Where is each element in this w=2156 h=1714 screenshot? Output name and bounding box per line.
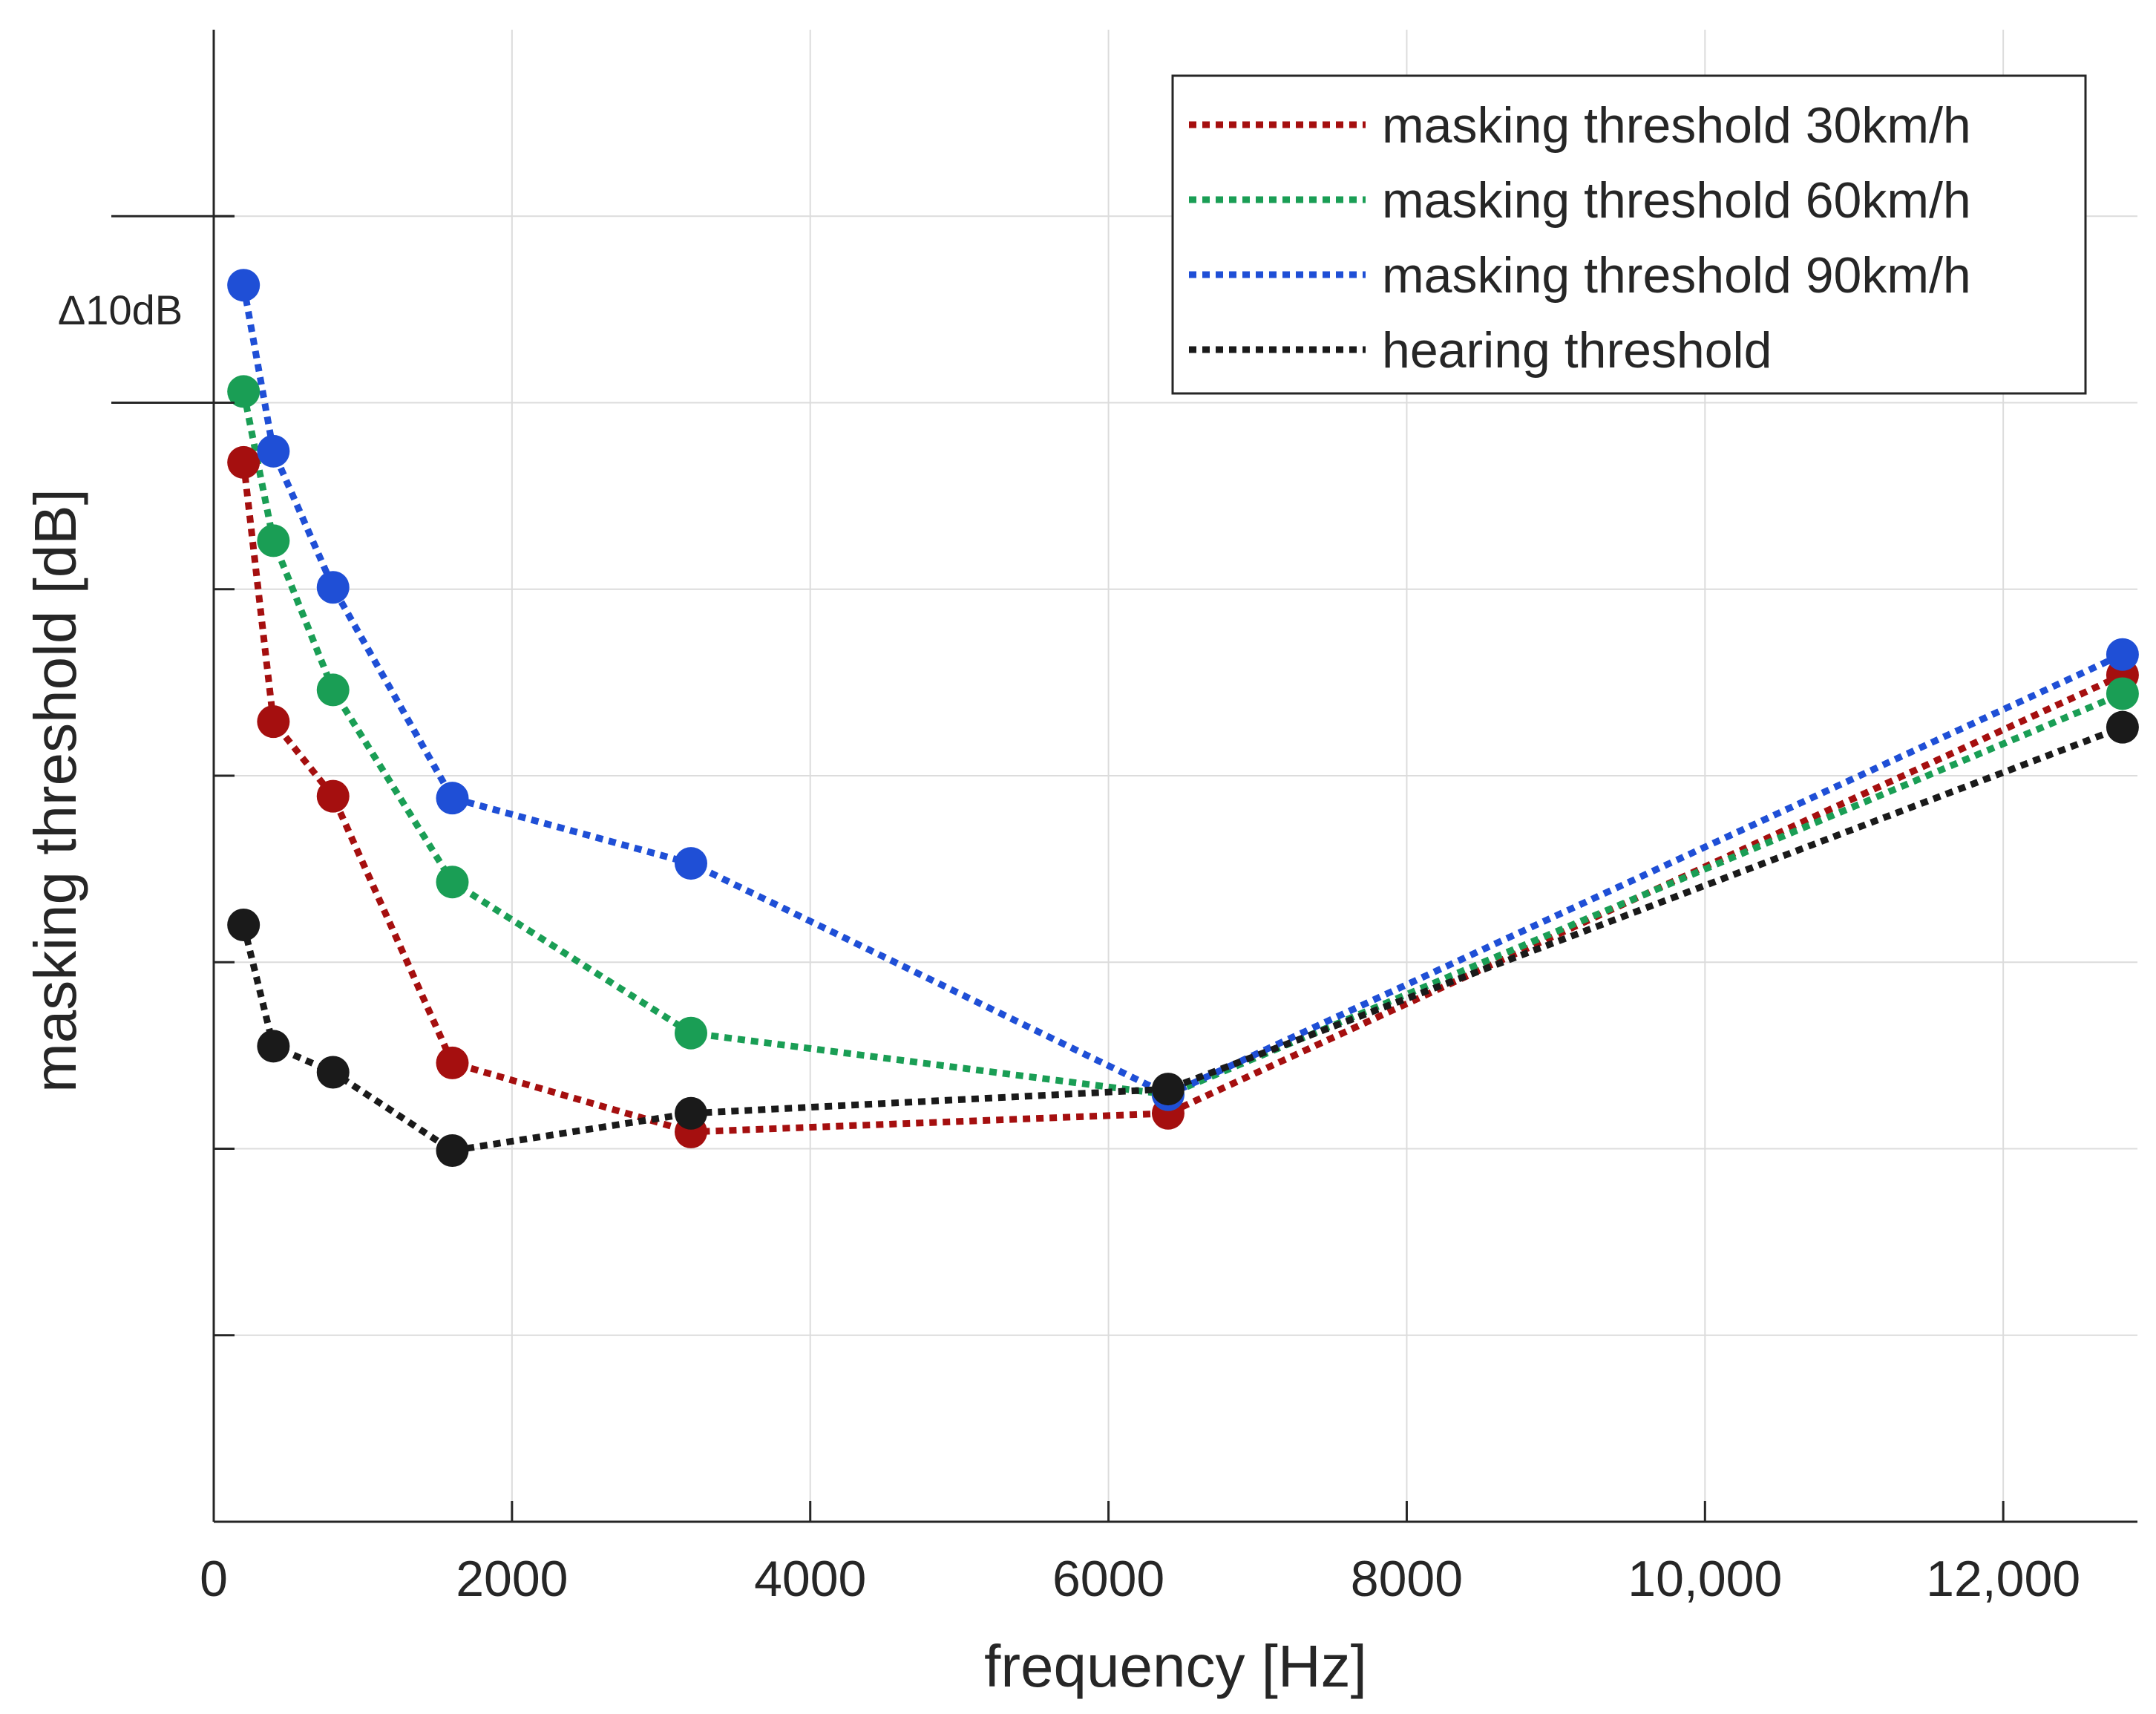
data-point: [436, 782, 469, 815]
legend-label: masking threshold 30km/h: [1382, 97, 1971, 154]
delta-annotation: Δ10dB: [58, 215, 235, 404]
data-point: [2106, 677, 2139, 710]
x-tick-labels: 0 2000 4000 6000 8000 10,000 12,000: [200, 1551, 2080, 1607]
data-point: [436, 1046, 469, 1079]
data-point: [257, 434, 290, 468]
data-point: [436, 1134, 469, 1168]
x-tick-label: 6000: [1052, 1551, 1164, 1607]
data-point: [2106, 638, 2139, 671]
data-point: [257, 1030, 290, 1063]
data-point: [674, 847, 707, 880]
data-point: [436, 866, 469, 899]
data-point: [227, 269, 261, 302]
series-line: [240, 462, 2124, 1136]
data-point: [316, 673, 350, 707]
data-point: [227, 445, 261, 479]
data-point: [227, 909, 261, 941]
legend-box: [1171, 74, 2087, 395]
data-point: [257, 524, 290, 557]
y-axis-label: masking threshold [dB]: [22, 488, 88, 1093]
data-point: [674, 1096, 707, 1130]
x-tick-label: 0: [200, 1551, 228, 1607]
data-point: [316, 779, 350, 813]
legend-label: hearing threshold: [1382, 322, 1772, 379]
data-point: [2106, 710, 2139, 744]
series-group: [227, 269, 2139, 1168]
data-point: [257, 705, 290, 739]
data-point: [1151, 1073, 1185, 1106]
x-tick-label: 4000: [754, 1551, 866, 1607]
annotation-label: Δ10dB: [58, 287, 183, 333]
x-tick-label: 8000: [1351, 1551, 1463, 1607]
data-point: [674, 1016, 707, 1050]
axes: [212, 30, 2137, 1523]
legend-label: masking threshold 90km/h: [1382, 247, 1971, 304]
legend-items: masking threshold 30km/h masking threshol…: [1189, 97, 1971, 379]
x-tick-label: 2000: [456, 1551, 568, 1607]
data-point: [316, 1056, 350, 1089]
x-tick-label: 12,000: [1926, 1551, 2080, 1607]
legend-label: masking threshold 60km/h: [1382, 172, 1971, 229]
series-line: [240, 284, 2124, 1099]
series-line: [240, 390, 2124, 1099]
x-axis-label: frequency [Hz]: [984, 1633, 1367, 1699]
data-point: [227, 375, 261, 408]
legend: masking threshold 30km/h masking threshol…: [1171, 74, 2087, 395]
data-point: [316, 571, 350, 604]
x-tick-label: 10,000: [1628, 1551, 1782, 1607]
